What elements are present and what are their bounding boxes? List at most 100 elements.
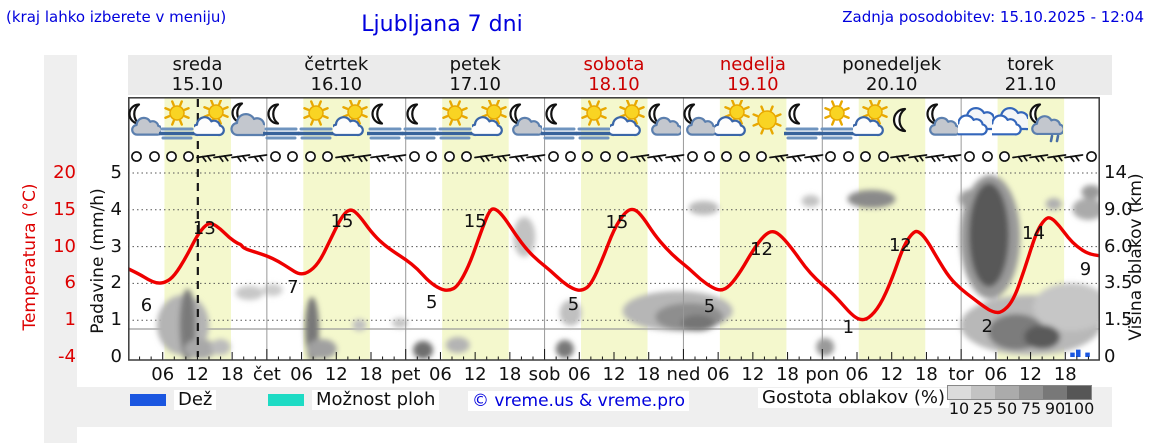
time-label: ned <box>666 364 701 385</box>
wind-barb-icon <box>890 148 910 164</box>
calm-wind-icon <box>960 148 980 164</box>
wind-barb-icon <box>491 148 511 164</box>
credit-link[interactable]: © vreme.us & vreme.pro <box>468 391 690 411</box>
wind-barb-icon <box>335 148 355 164</box>
wind-barb-icon <box>647 148 667 164</box>
temp-value-label: 6 <box>141 295 152 316</box>
axis-tick-label: 20 <box>53 162 76 183</box>
day-date: 18.10 <box>588 74 640 95</box>
temp-value-label: 7 <box>287 277 298 298</box>
time-label: 12 <box>1019 364 1043 385</box>
temp-value-label: 12 <box>889 235 912 256</box>
wind-barb-icon <box>248 148 268 164</box>
wind-barb-icon <box>230 148 251 164</box>
showers-legend-swatch <box>268 394 304 406</box>
axis-tick-label: 6 <box>64 272 76 294</box>
sun-cloud-icon <box>468 99 508 144</box>
time-label: 06 <box>567 364 591 385</box>
cloud-blob <box>413 341 434 359</box>
day-name: ponedeljek <box>842 54 942 75</box>
cloud-blob <box>680 315 715 331</box>
wind-barb-icon <box>526 148 546 164</box>
wind-barb-icon <box>925 148 945 164</box>
calm-wind-icon <box>856 148 876 164</box>
wind-barb-icon <box>473 148 494 164</box>
axis-tick-label: 5 <box>110 162 122 183</box>
day-date: 19.10 <box>727 74 779 95</box>
moon-fog-icon <box>262 100 301 144</box>
calm-wind-icon <box>561 148 581 164</box>
wind-barb-icon <box>942 148 962 164</box>
moon-cloud-icon <box>125 100 163 144</box>
axis-tick-label: 15 <box>53 198 76 220</box>
moon-fog-icon <box>783 100 821 144</box>
cloud-blob <box>816 338 835 356</box>
time-label: 06 <box>151 364 175 385</box>
calm-wind-icon <box>613 148 633 164</box>
rain-legend-label: Dež <box>174 390 217 410</box>
sun-fog-icon <box>574 100 613 144</box>
temp-value-label: 2 <box>981 316 992 337</box>
time-label: 12 <box>741 364 765 385</box>
last-update-label: Zadnja posodobitev: 15.10.2025 - 12:04 <box>842 8 1144 26</box>
rain-legend-swatch <box>130 394 166 406</box>
calm-wind-icon <box>682 148 702 164</box>
calm-wind-icon <box>318 148 338 164</box>
cloud-blob <box>968 183 1009 287</box>
calm-wind-icon <box>144 148 164 164</box>
sun-cloud-icon <box>711 99 751 144</box>
cloud-blob <box>1033 283 1100 331</box>
calm-wind-icon <box>161 148 181 164</box>
cloud-blob <box>445 337 470 353</box>
density-swatch <box>995 385 1019 400</box>
temp-value-label: 5 <box>568 294 579 315</box>
calm-wind-icon <box>543 148 563 164</box>
moon-cloud-icon <box>680 100 718 144</box>
density-tick-label: 10 <box>948 399 970 418</box>
plot-frame <box>128 97 1100 361</box>
time-label: 06 <box>845 364 869 385</box>
time-label: 06 <box>706 364 730 385</box>
wind-barb-icon <box>387 148 407 164</box>
sun-fog-icon <box>297 100 335 144</box>
axis-tick-label: 3.5 <box>1104 272 1133 294</box>
meteogram-plot: 6 13 7 15 5 15 5 15 5 12 1 12 2 14 9 <box>128 97 1100 361</box>
time-label: 18 <box>359 364 383 385</box>
calm-wind-icon <box>752 148 772 164</box>
cloud-blob <box>513 217 536 257</box>
day-date: 21.10 <box>1004 74 1057 95</box>
calm-wind-icon <box>266 148 286 164</box>
calm-wind-icon <box>404 148 424 164</box>
moon-cloud-drizzle-icon <box>1027 100 1065 144</box>
moon-fog-icon <box>401 100 440 144</box>
axis-tick-label: 1 <box>64 309 76 331</box>
precipitation-axis-label: Padavine (mm/h) <box>88 188 108 334</box>
calm-wind-icon <box>838 148 858 164</box>
page-title: Ljubljana 7 dni <box>361 12 523 37</box>
density-swatch <box>971 385 995 400</box>
time-label: 06 <box>984 364 1008 385</box>
calm-wind-icon <box>439 148 459 164</box>
temperature-axis-label: Temperatura (°C) <box>20 183 40 331</box>
calm-wind-icon <box>127 148 147 164</box>
axis-tick-label: 9.0 <box>1104 198 1133 220</box>
day-header: sreda 15.10 <box>128 55 267 95</box>
cloud-blob <box>262 284 283 296</box>
time-label: 12 <box>602 364 626 385</box>
axis-tick-label: 1.5 <box>1104 309 1133 331</box>
cloud-blob <box>559 300 582 326</box>
sun-cloud-icon <box>850 99 889 144</box>
day-name: četrtek <box>304 54 369 75</box>
time-label: 12 <box>463 364 487 385</box>
wind-barb-icon <box>508 148 529 164</box>
day-date: 15.10 <box>171 74 224 95</box>
sun-cloud-icon <box>607 99 646 144</box>
wind-barb-icon <box>1029 148 1049 164</box>
time-ticks <box>139 349 1089 360</box>
day-date: 16.10 <box>310 74 363 95</box>
calm-wind-icon <box>578 148 598 164</box>
day-name: torek <box>1007 54 1054 75</box>
temp-value-label: 15 <box>464 211 487 232</box>
time-label: sob <box>528 364 561 385</box>
